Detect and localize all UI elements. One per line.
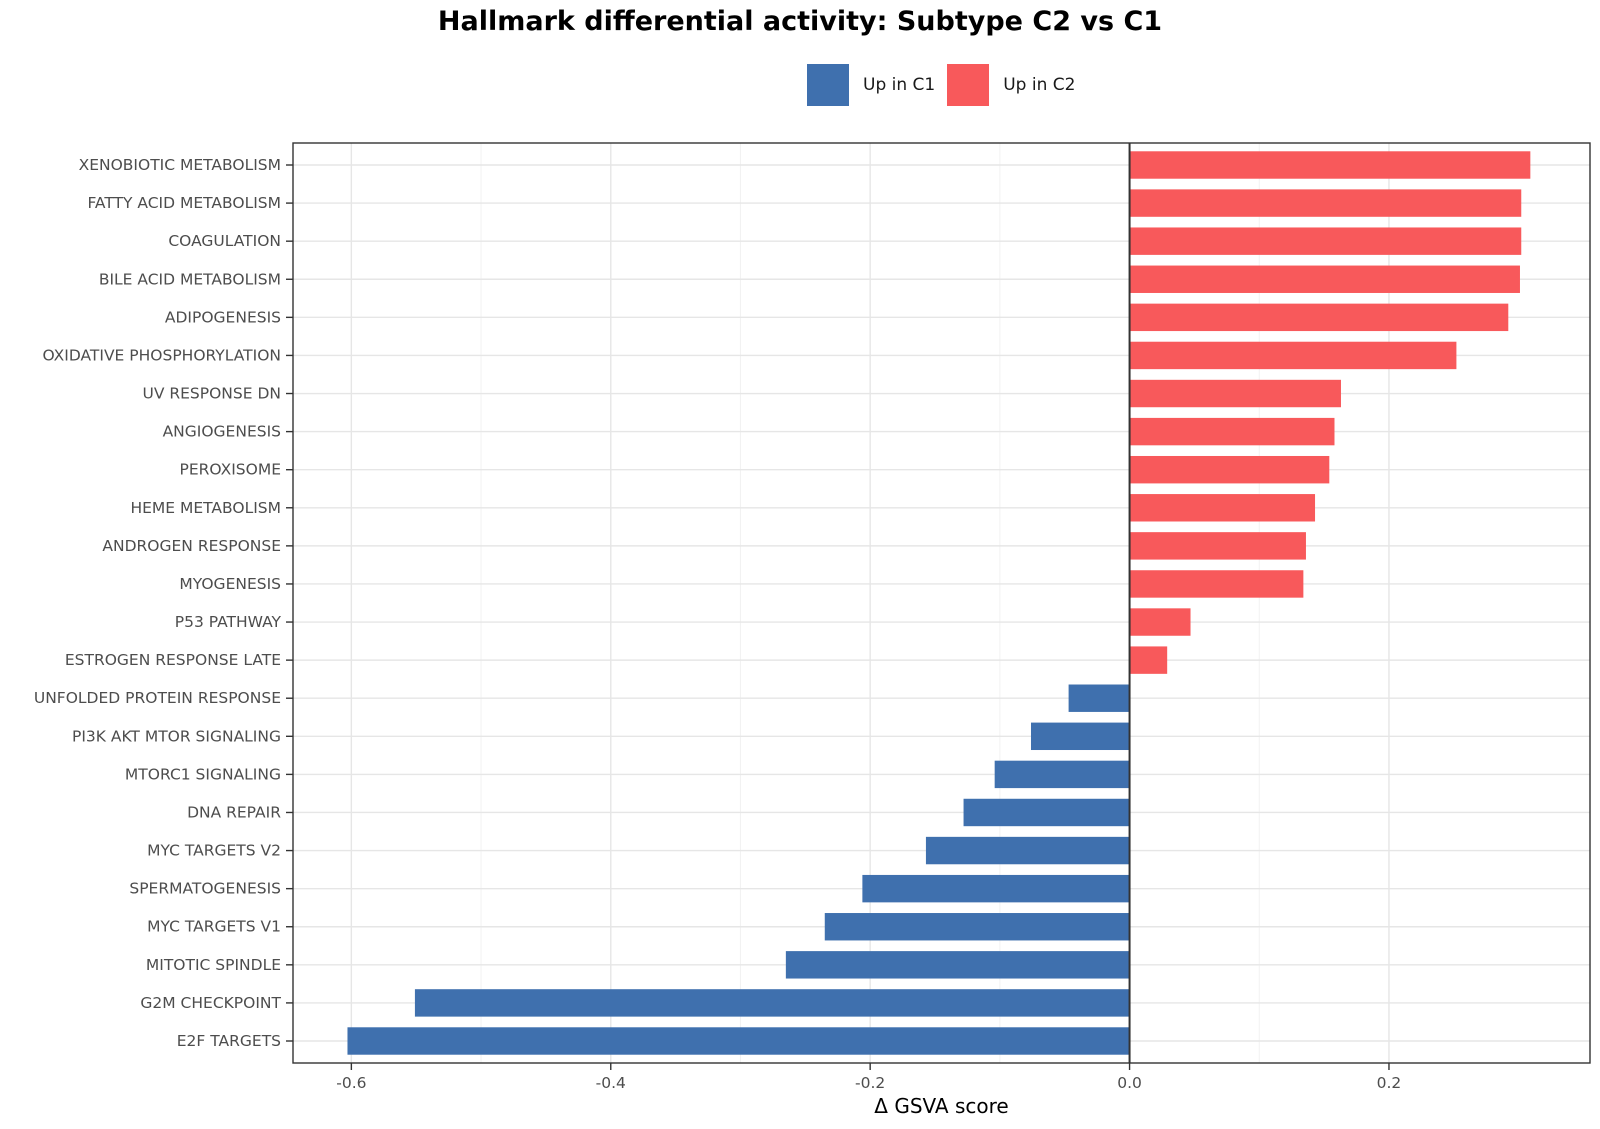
y-tick-label: HEME METABOLISM xyxy=(130,499,281,517)
y-tick-label: OXIDATIVE PHOSPHORYLATION xyxy=(42,346,281,364)
plot-panel xyxy=(293,143,1590,1063)
bar-angiogenesis xyxy=(1129,417,1335,446)
bar-myc-targets-v2 xyxy=(925,836,1130,865)
legend-item-c1: Up in C1 xyxy=(807,64,935,106)
bar-xenobiotic-metabolism xyxy=(1129,151,1531,179)
y-tick-label: ADIPOGENESIS xyxy=(165,308,281,326)
y-tick-label: ESTROGEN RESPONSE LATE xyxy=(65,651,281,669)
bar-coagulation xyxy=(1129,227,1522,255)
y-tick-label: MYC TARGETS V1 xyxy=(147,918,281,936)
bar-mtorc1-signaling xyxy=(994,760,1130,789)
x-axis-title: Δ GSVA score xyxy=(874,1094,1008,1118)
bar-androgen-response xyxy=(1129,532,1306,560)
y-tick-label: ANGIOGENESIS xyxy=(163,423,281,441)
y-tick-label: COAGULATION xyxy=(168,232,281,250)
chart-title: Hallmark differential activity: Subtype … xyxy=(437,6,1163,37)
bar-estrogen-response-late xyxy=(1129,646,1168,674)
x-tick-label: 0.2 xyxy=(1377,1074,1402,1092)
legend-label-c2: Up in C2 xyxy=(1003,75,1076,95)
bar-myc-targets-v1 xyxy=(824,913,1130,941)
legend-swatch-c1 xyxy=(807,64,849,106)
x-tick-label: 0.0 xyxy=(1117,1074,1142,1092)
bar-bile-acid-metabolism xyxy=(1129,265,1520,293)
plot-border xyxy=(292,142,1591,1064)
y-tick-label: SPERMATOGENESIS xyxy=(129,880,281,898)
y-tick-label: P53 PATHWAY xyxy=(175,613,282,631)
y-tick-label: FATTY ACID METABOLISM xyxy=(87,194,281,212)
legend-swatch-c2 xyxy=(947,64,990,106)
bar-unfolded-protein-response xyxy=(1068,684,1130,712)
bar-p53-pathway xyxy=(1129,608,1191,636)
y-tick-label: DNA REPAIR xyxy=(187,803,281,821)
y-tick-label: UNFOLDED PROTEIN RESPONSE xyxy=(34,689,281,707)
bar-g2m-checkpoint xyxy=(414,989,1130,1017)
legend-item-c2: Up in C2 xyxy=(947,64,1075,106)
y-axis: XENOBIOTIC METABOLISM FATTY ACID METABOLI… xyxy=(34,156,293,1050)
bar-mitotic-spindle xyxy=(785,951,1130,979)
y-tick-label: PI3K AKT MTOR SIGNALING xyxy=(72,727,281,745)
bar-uv-response-dn xyxy=(1129,379,1341,408)
y-tick-label: MYC TARGETS V2 xyxy=(147,842,281,860)
y-tick-label: UV RESPONSE DN xyxy=(142,385,281,403)
y-tick-label: PEROXISOME xyxy=(179,461,281,479)
bar-pi3k-akt-mtor-signaling xyxy=(1030,722,1130,751)
x-tick-label: -0.2 xyxy=(855,1074,885,1092)
x-tick-label: -0.6 xyxy=(336,1074,366,1092)
bar-e2f-targets xyxy=(347,1027,1130,1055)
y-tick-label: BILE ACID METABOLISM xyxy=(99,270,281,288)
y-tick-label: MITOTIC SPINDLE xyxy=(146,956,281,974)
x-tick-label: -0.4 xyxy=(596,1074,626,1092)
y-tick-label: MTORC1 SIGNALING xyxy=(125,765,281,783)
y-tick-label: G2M CHECKPOINT xyxy=(140,994,281,1012)
legend-label-c1: Up in C1 xyxy=(863,75,936,95)
bar-myogenesis xyxy=(1129,570,1304,598)
y-tick-label: E2F TARGETS xyxy=(177,1032,281,1050)
bar-peroxisome xyxy=(1129,455,1330,484)
x-axis: -0.6 -0.4 -0.2 0.0 0.2 xyxy=(336,1063,1401,1092)
bar-dna-repair xyxy=(963,798,1130,827)
y-tick-label: MYOGENESIS xyxy=(179,575,281,593)
bar-spermatogenesis xyxy=(862,874,1130,903)
bar-fatty-acid-metabolism xyxy=(1129,189,1522,217)
bar-heme-metabolism xyxy=(1129,494,1316,522)
y-tick-label: XENOBIOTIC METABOLISM xyxy=(79,156,281,174)
legend: Up in C1 Up in C2 xyxy=(807,64,1087,106)
y-tick-label: ANDROGEN RESPONSE xyxy=(102,537,281,555)
bar-oxidative-phosphorylation xyxy=(1129,341,1457,370)
bar-adipogenesis xyxy=(1129,303,1509,332)
bars xyxy=(347,151,1531,1055)
